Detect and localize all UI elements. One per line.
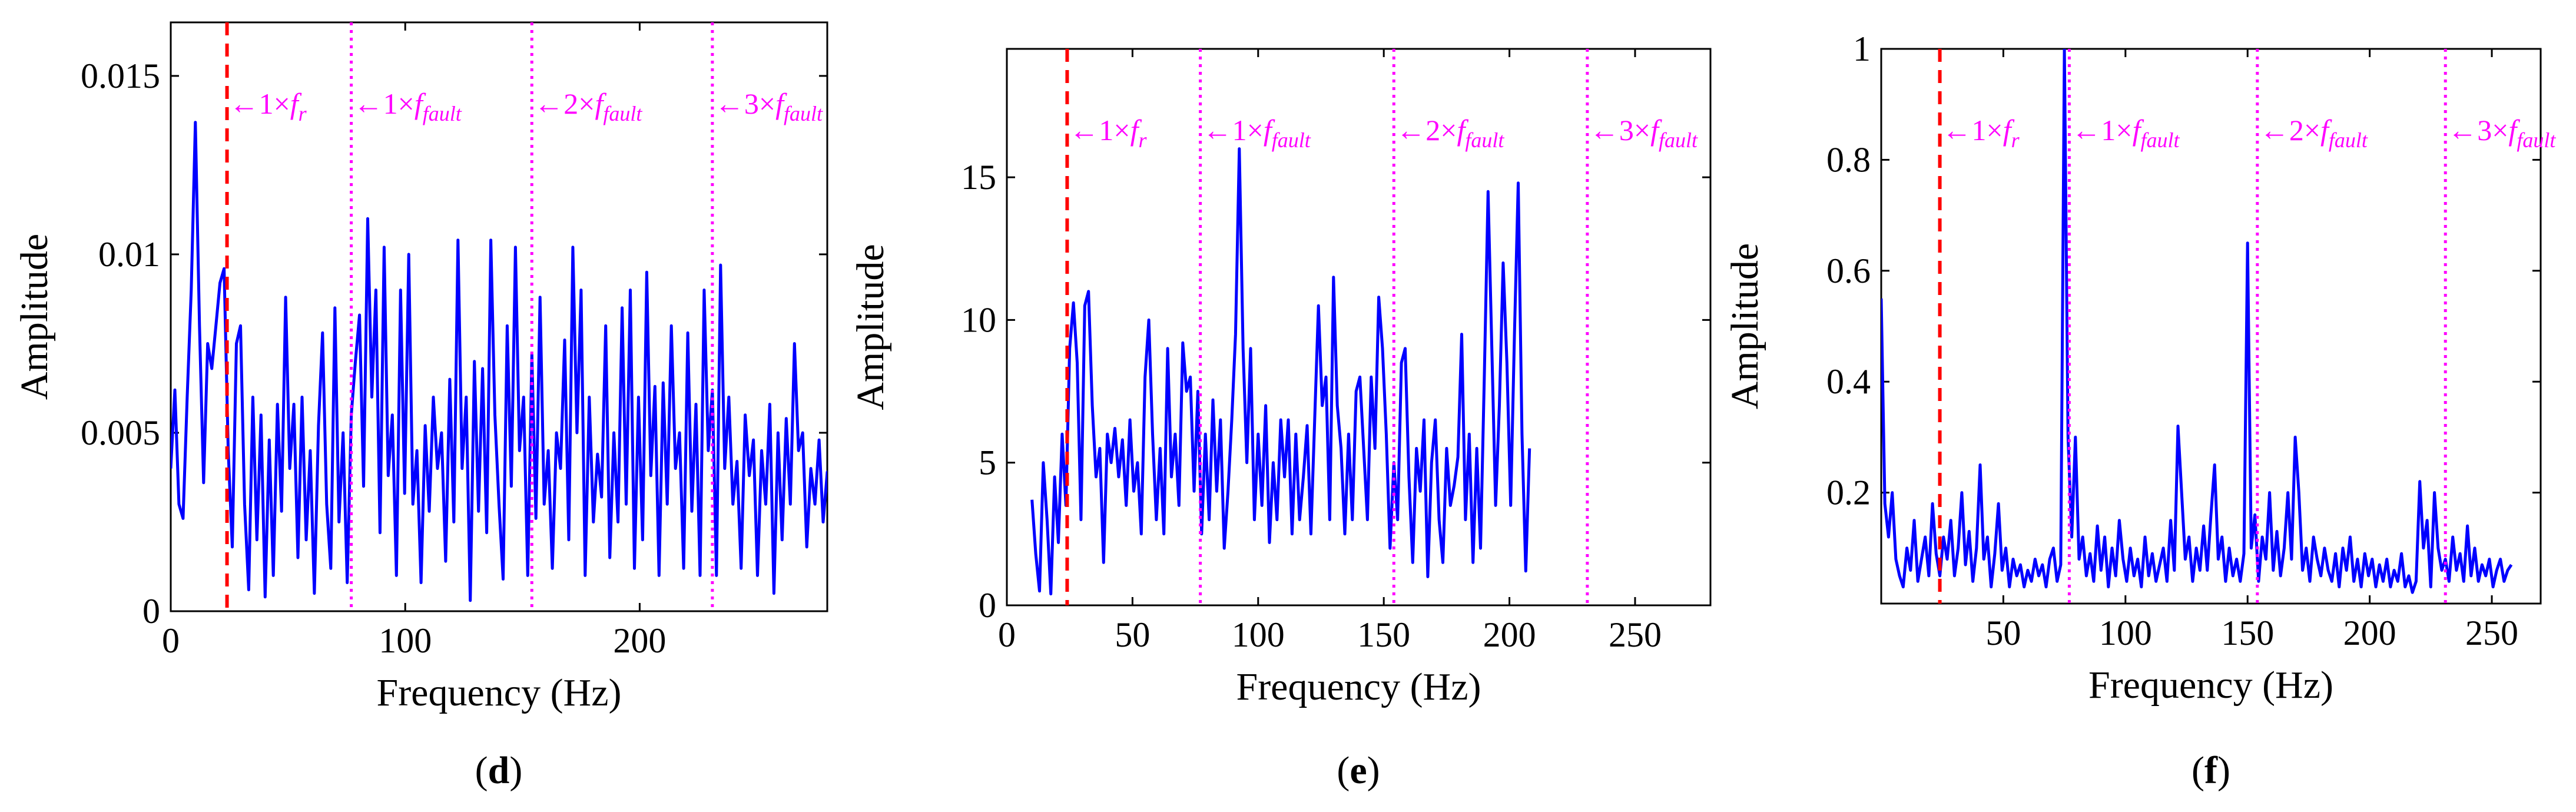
x-tick-label: 50: [1985, 614, 2021, 652]
y-tick-label: 0.8: [1826, 140, 1871, 179]
y-tick-label: 0.005: [81, 413, 160, 452]
spectrum-line: [1030, 147, 1531, 596]
y-tick-label: 0: [979, 586, 996, 625]
x-tick-label: 200: [1483, 615, 1536, 654]
reference-label: ←1×ffault: [2071, 114, 2180, 152]
x-axis-label: Frequency (Hz): [1236, 665, 1481, 708]
y-tick-label: 0: [142, 592, 160, 631]
x-axis-label: Frequency (Hz): [377, 671, 622, 714]
y-tick-label: 0.015: [81, 57, 160, 95]
axes-box: [1006, 48, 1712, 606]
y-tick-label: 5: [979, 443, 996, 482]
axes-box: [170, 21, 828, 612]
y-tick-label: 0.6: [1826, 251, 1871, 290]
spectrum-line: [171, 121, 827, 602]
panel-label: (d): [475, 749, 523, 792]
reference-label: ←3×ffault: [2448, 114, 2556, 152]
x-tick-label: 200: [613, 621, 666, 660]
panel-d: 0 0.005 0.01 0.015 0 100 200 Frequency (Hz) Ampl…: [13, 21, 828, 792]
x-tick-label: 0: [998, 615, 1016, 654]
reference-label: ←1×ffault: [354, 87, 462, 125]
y-axis-label: Amplitude: [849, 244, 892, 410]
x-tick-label: 250: [1609, 615, 1662, 654]
reference-label: ←1×ffault: [1203, 114, 1311, 152]
x-tick-label: 100: [379, 621, 432, 660]
x-tick-label: 250: [2465, 614, 2518, 652]
y-tick-label: 0.01: [98, 235, 160, 274]
panel-label: (e): [1337, 749, 1380, 792]
reference-label: ←2×ffault: [1396, 114, 1504, 152]
x-tick-label: 0: [162, 621, 180, 660]
reference-label: ←1×fr: [230, 87, 307, 125]
y-tick-label: 15: [961, 158, 996, 197]
y-tick-label: 1: [1853, 29, 1871, 68]
x-tick-label: 100: [2099, 614, 2152, 652]
reference-label: ←3×ffault: [1590, 114, 1698, 152]
y-tick-label: 0.4: [1826, 362, 1871, 401]
y-axis-label: Amplitude: [13, 234, 56, 400]
x-axis-label: Frequency (Hz): [2088, 664, 2333, 707]
panel-label: (f): [2192, 749, 2230, 792]
y-tick-label: 0.2: [1826, 473, 1871, 512]
x-tick-label: 150: [2221, 614, 2274, 652]
x-tick-label: 150: [1357, 615, 1410, 654]
y-axis-label: Amplitude: [1723, 243, 1766, 409]
x-tick-label: 100: [1232, 615, 1285, 654]
reference-label: ←3×ffault: [715, 87, 823, 125]
y-tick-label: 10: [961, 300, 996, 339]
reference-label: ←2×ffault: [2260, 114, 2368, 152]
x-tick-label: 50: [1115, 615, 1150, 654]
reference-label: ←2×ffault: [534, 87, 642, 125]
reference-label: ←1×fr: [1069, 114, 1147, 152]
spectrum-line: [1881, 49, 2513, 594]
x-tick-label: 200: [2343, 614, 2396, 652]
reference-label: ←1×fr: [1942, 114, 2020, 152]
